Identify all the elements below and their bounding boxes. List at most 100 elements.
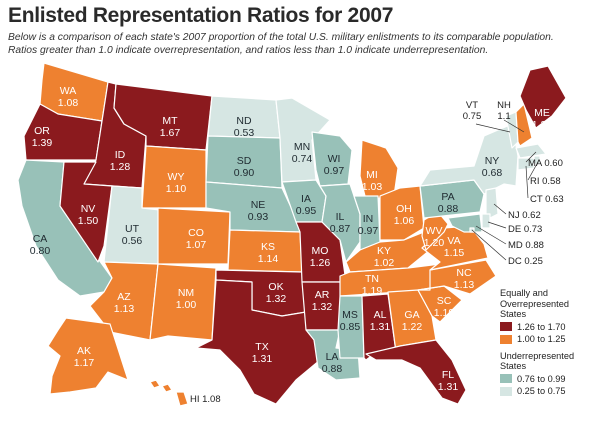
state-label-code: CA <box>33 233 48 245</box>
subtitle-line: Below is a comparison of each state's 20… <box>8 32 554 43</box>
state-label-value: 0.95 <box>296 205 317 217</box>
state-mn <box>275 97 331 183</box>
state-label-value: 1.50 <box>78 215 99 227</box>
state-nh <box>515 103 533 147</box>
state-label-code: KS <box>261 241 275 253</box>
legend-group-title: Overrepresented <box>500 298 569 309</box>
state-label-value: 0.56 <box>122 235 143 247</box>
state-label-value: 0.53 <box>234 127 255 139</box>
legend-label: 1.00 to 1.25 <box>517 334 566 344</box>
leader-line <box>503 119 525 133</box>
subtitle-line: Ratios greater than 1.0 indicate overrep… <box>8 44 489 56</box>
legend-item: 0.76 to 0.99 <box>500 374 595 385</box>
state-label-value: 1.31 <box>252 353 273 365</box>
state-label-value: 0.85 <box>340 321 361 333</box>
state-label-code: AL <box>374 309 387 321</box>
state-tx <box>195 279 321 405</box>
legend-group-title: Equally and <box>500 288 549 298</box>
state-label-code: NC <box>456 267 472 279</box>
state-label-code: IL <box>336 211 345 223</box>
state-label: MD 0.88 <box>508 240 544 251</box>
leader-line <box>493 203 507 215</box>
map-subtitle: Below is a comparison of each state's 20… <box>8 32 593 57</box>
legend-group-title: Underrepresented <box>500 350 575 361</box>
state-label-code: KY <box>377 245 391 257</box>
legend-swatch <box>500 322 512 332</box>
state-label-code: SD <box>237 155 252 167</box>
state-label-code: UT <box>125 223 140 235</box>
legend-group-title: States <box>500 361 527 371</box>
leader-line <box>471 229 507 261</box>
state-label-value: 1.13 <box>114 303 135 315</box>
state-label-value: 1.07 <box>186 239 207 251</box>
state-label-value: 1.31 <box>370 321 391 333</box>
state-label-code: OR <box>34 125 50 137</box>
legend-label: 0.25 to 0.75 <box>517 386 566 396</box>
state-label-value: 1.22 <box>402 321 423 333</box>
state-label: HI 1.08 <box>190 394 221 405</box>
state-label-code: FL <box>442 369 454 381</box>
state-label-code: ID <box>115 149 126 161</box>
state-label-value: 1.20 <box>424 237 445 249</box>
state-label-code: ND <box>236 115 252 127</box>
state-label-value: 1.13 <box>454 279 475 291</box>
state-label-code: AZ <box>117 291 131 303</box>
state-label-value: 0.87 <box>330 223 351 235</box>
state-label-code: WI <box>328 153 341 165</box>
legend-item: 1.26 to 1.70 <box>500 322 595 333</box>
state-label-code: MN <box>294 141 310 153</box>
state-label-value: 1.35 <box>532 119 553 131</box>
leader-line <box>475 225 507 245</box>
legend-group-over: Equally and Overrepresented States 1.26 … <box>500 288 595 345</box>
state-fl <box>365 339 467 405</box>
state-label-value: 1.39 <box>32 137 53 149</box>
state-me <box>519 65 567 129</box>
state-hi <box>149 379 189 407</box>
state-label-code: VA <box>447 235 460 247</box>
leader-line <box>487 221 507 229</box>
legend: Equally and Overrepresented States 1.26 … <box>500 288 595 400</box>
state-label-code: MS <box>342 309 358 321</box>
state-label-value: 0.97 <box>324 165 345 177</box>
state-label-value: 0.97 <box>358 225 379 237</box>
state-de <box>481 213 491 229</box>
state-ma <box>515 143 547 159</box>
state-label-code: WY <box>168 171 185 183</box>
state-label-code: AK <box>77 345 91 357</box>
state-label-code: NH <box>497 100 511 111</box>
state-label: CT 0.63 <box>530 194 564 205</box>
state-label-value: 1.15 <box>444 247 465 259</box>
leader-line <box>525 151 537 163</box>
state-label-code: OK <box>268 281 283 293</box>
state-label-value: 1.31 <box>438 381 459 393</box>
state-label-code: IA <box>301 193 311 205</box>
state-label-value: 1.19 <box>434 307 455 319</box>
state-label-code: NM <box>178 287 194 299</box>
state-label: RI 0.58 <box>530 176 561 187</box>
state-label-value: 1.06 <box>394 215 415 227</box>
state-label-value: 1.03 <box>362 181 383 193</box>
state-label-code: MI <box>366 169 378 181</box>
state-label-value: 0.80 <box>30 245 51 257</box>
state-label-value: 0.88 <box>322 363 343 375</box>
state-label-value: 0.75 <box>463 111 482 122</box>
state-label-value: 0.88 <box>438 203 459 215</box>
state-nj <box>485 187 499 221</box>
state-nm <box>149 263 217 341</box>
state-label-code: TX <box>255 341 268 353</box>
legend-group-title: States <box>500 309 527 319</box>
state-label-value: 1.19 <box>362 285 383 297</box>
legend-swatch <box>500 386 512 396</box>
state-label-code: MT <box>162 115 178 127</box>
state-label-code: LA <box>326 351 339 363</box>
state-label-code: WA <box>60 85 77 97</box>
state-label-value: 1.14 <box>258 253 279 265</box>
state-ak <box>47 317 129 395</box>
state-label-value: 1.1 <box>497 111 510 122</box>
state-label-value: 0.90 <box>234 167 255 179</box>
state-label-value: 1.02 <box>374 257 395 269</box>
state-label-code: SC <box>437 295 452 307</box>
state-label: NJ 0.62 <box>508 210 541 221</box>
state-label-code: TN <box>365 273 379 285</box>
state-ms <box>337 295 365 359</box>
